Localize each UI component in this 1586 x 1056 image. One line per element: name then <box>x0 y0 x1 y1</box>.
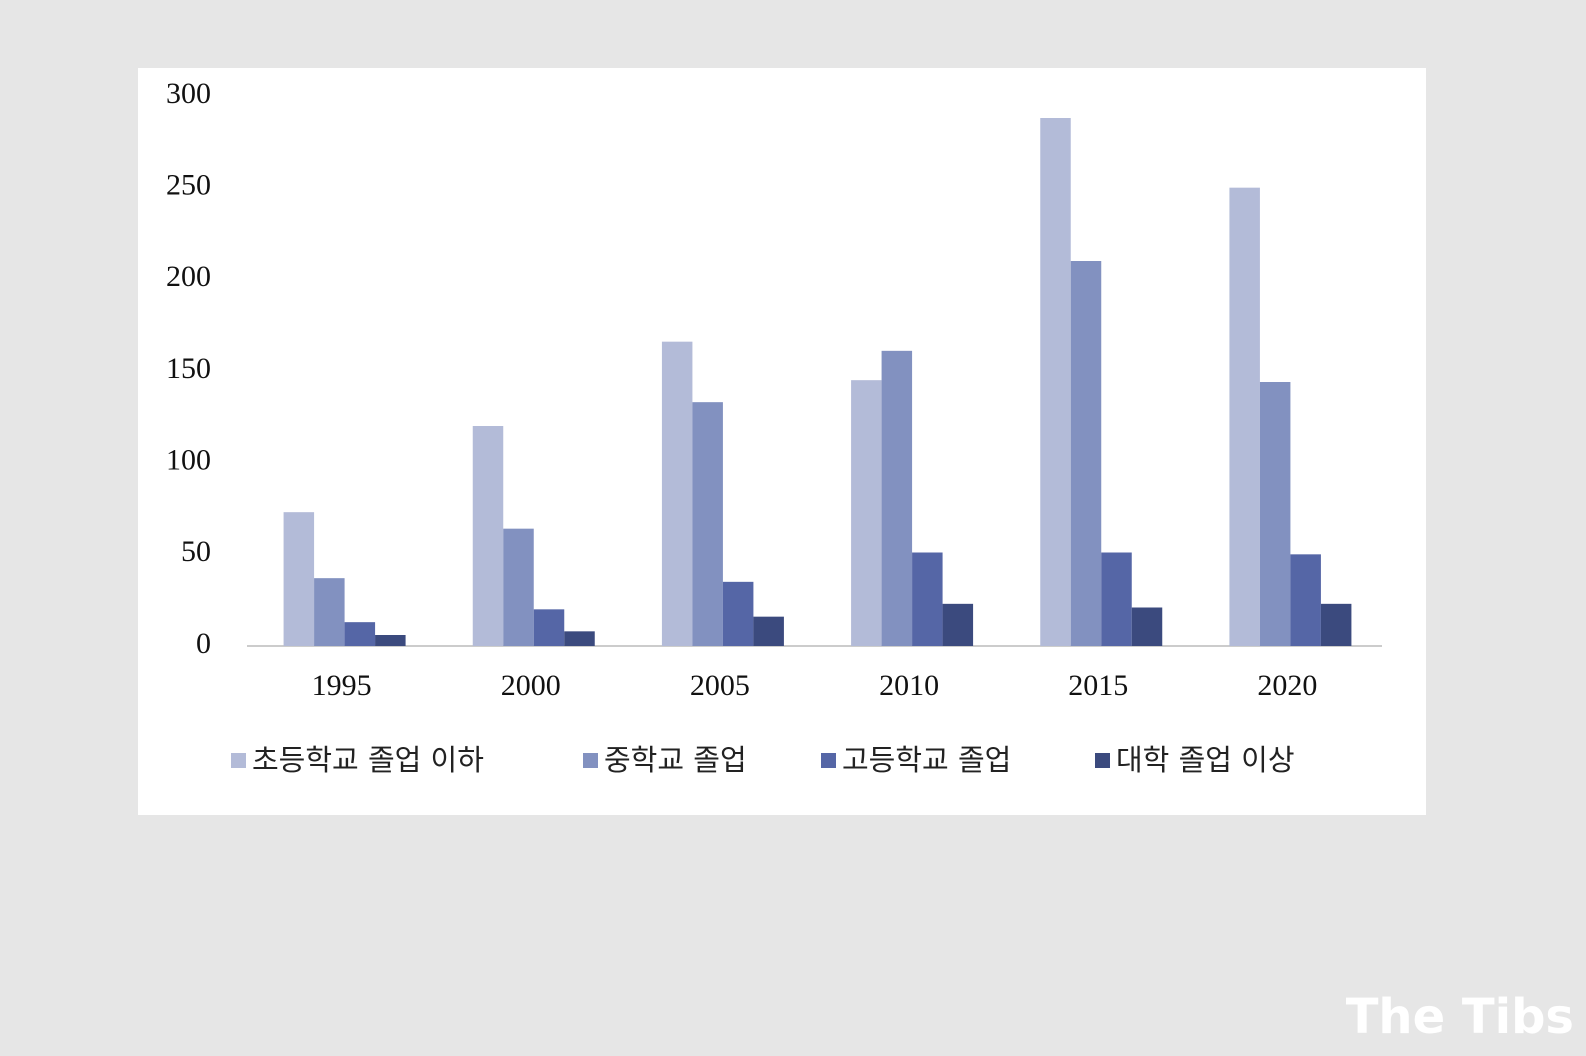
bar <box>1320 603 1352 646</box>
y-tick-label: 250 <box>166 169 211 202</box>
bar <box>1290 554 1321 646</box>
bar <box>1131 607 1163 646</box>
watermark: The Tibs <box>1346 989 1574 1045</box>
x-tick-label: 1995 <box>312 669 372 702</box>
y-tick-label: 100 <box>166 444 211 477</box>
bar <box>692 402 723 646</box>
bar <box>942 603 974 646</box>
y-tick-label: 150 <box>166 352 211 385</box>
bar <box>851 380 882 646</box>
legend-label: 초등학교 졸업 이하 <box>252 743 484 777</box>
bar <box>472 426 504 646</box>
legend-label: 중학교 졸업 <box>604 743 747 777</box>
bar <box>1040 118 1071 646</box>
x-tick-label: 2015 <box>1068 669 1128 702</box>
bar <box>722 581 754 646</box>
x-tick-label: 2005 <box>690 669 750 702</box>
legend-swatch <box>583 753 598 768</box>
bar <box>1070 261 1102 646</box>
y-tick-label: 50 <box>181 535 211 568</box>
y-tick-label: 0 <box>196 627 211 660</box>
bar <box>1259 382 1291 646</box>
bar <box>503 528 534 646</box>
legend-label: 고등학교 졸업 <box>842 743 1011 777</box>
bar <box>344 622 376 646</box>
x-tick-label: 2010 <box>879 669 939 702</box>
x-tick-label: 2000 <box>501 669 561 702</box>
legend-swatch <box>821 753 836 768</box>
x-tick-label: 2020 <box>1257 669 1317 702</box>
y-tick-label: 300 <box>166 77 211 110</box>
bar <box>753 616 784 646</box>
bar <box>533 609 565 646</box>
bar <box>283 512 315 646</box>
bar <box>375 635 406 646</box>
y-tick-label: 200 <box>166 260 211 293</box>
legend-swatch <box>231 753 246 768</box>
legend-swatch <box>1095 753 1110 768</box>
bar <box>881 350 913 646</box>
bar <box>661 341 693 646</box>
bar <box>1229 187 1260 646</box>
bar <box>1101 552 1132 646</box>
bar <box>314 578 345 646</box>
chart-panel <box>138 68 1426 815</box>
bar <box>564 631 595 646</box>
bar <box>912 552 943 646</box>
legend-label: 대학 졸업 이상 <box>1116 743 1295 777</box>
